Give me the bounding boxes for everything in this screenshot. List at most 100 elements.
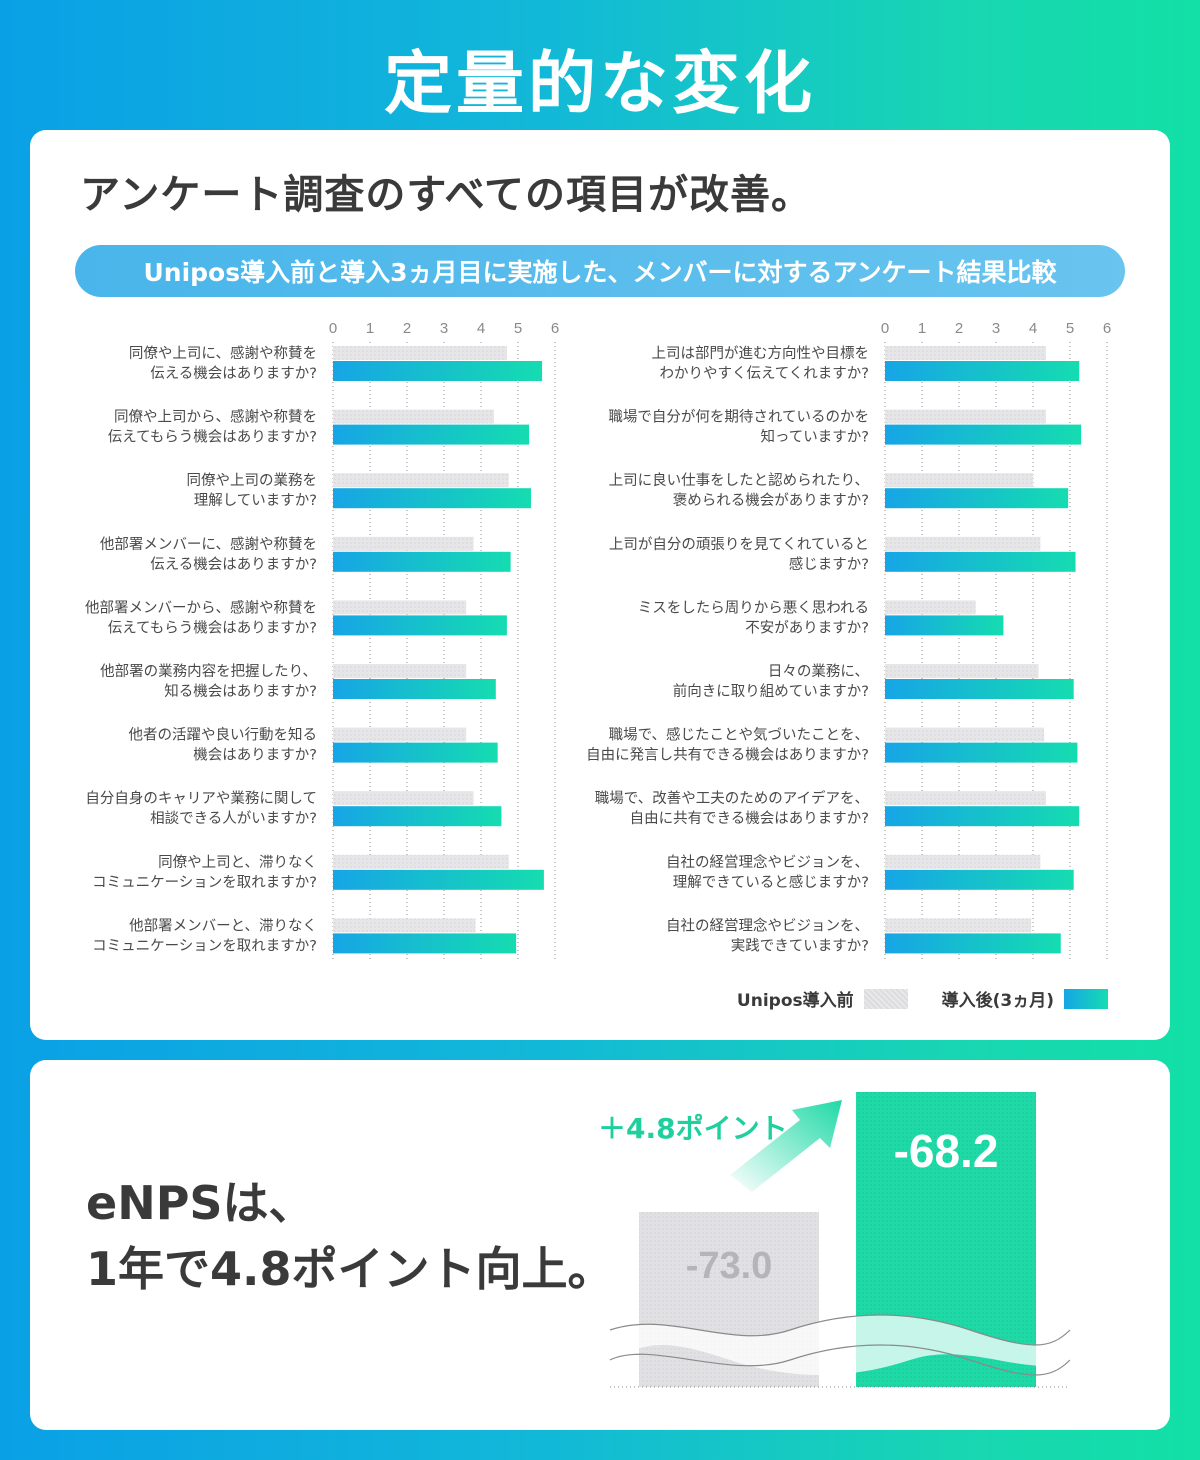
x-tick-label: 4 [477, 320, 485, 337]
category-label: 同僚や上司から、感謝や称賛を [114, 409, 317, 426]
bar-before [885, 918, 1032, 933]
category-label: 職場で、改善や工夫のためのアイデアを、 [595, 789, 869, 807]
bar-after [885, 361, 1080, 381]
bar-after [333, 615, 507, 636]
category-label: 他部署メンバーに、感謝や称賛を [100, 536, 317, 553]
bar-after [885, 806, 1080, 827]
bar-before [333, 791, 474, 806]
category-label: 伝えてもらう機会はありますか? [108, 429, 317, 446]
bar-before [333, 409, 494, 424]
category-label: 上司が自分の頑張りを見てくれていると [609, 536, 869, 553]
x-tick-label: 1 [366, 320, 374, 337]
category-label: 実践できていますか? [731, 937, 869, 954]
bar-after [333, 551, 511, 572]
category-label: 褒められる機会がありますか? [673, 492, 869, 509]
legend-after-label: 導入後(3ヵ月) [941, 991, 1054, 1011]
bar-before [885, 600, 976, 615]
category-label: 理解していますか? [194, 492, 317, 509]
bar-before [885, 536, 1041, 551]
axis-break-line [609, 1314, 1071, 1346]
category-label: 同僚や上司に、感謝や称賛を [129, 345, 317, 362]
category-label: 自分自身のキャリアや業務に関して [85, 790, 317, 807]
legend-before-swatch [863, 988, 908, 1009]
category-label: 伝える機会はありますか? [150, 365, 317, 382]
bar-after [333, 424, 530, 445]
survey-heading: アンケート調査のすべての項目が改善。 [80, 172, 812, 218]
survey-card: アンケート調査のすべての項目が改善。 Unipos導入前と導入3ヵ月目に実施した… [30, 130, 1170, 1040]
category-label: 同僚や上司の業務を [187, 472, 318, 489]
enps-bar-chart: -73.0 -68.2 ＋4.8ポイント [598, 1092, 1071, 1388]
bar-after [333, 679, 496, 699]
category-label: 職場で自分が何を期待されているのかを [608, 409, 869, 426]
enps-heading: eNPSは、 1年で4.8ポイント向上。 [86, 1170, 614, 1302]
enps-heading-line2: 1年で4.8ポイント向上。 [86, 1242, 614, 1296]
category-label: 自社の経営理念やビジョンを、 [666, 916, 869, 934]
bar-before [885, 346, 1046, 360]
bar-after [333, 869, 544, 890]
category-label: 知っていますか? [761, 429, 869, 446]
x-tick-label: 3 [440, 320, 448, 337]
x-tick-label: 2 [403, 320, 411, 337]
x-tick-label: 6 [551, 320, 559, 337]
x-tick-label: 5 [1066, 320, 1074, 337]
category-label: コミュニケーションを取れますか? [92, 937, 317, 954]
category-label: 理解できていると感じますか? [673, 874, 869, 891]
bar-before [885, 854, 1041, 869]
enps-card: eNPSは、 1年で4.8ポイント向上。 -73.0 -68.2 ＋4.8ポイント [30, 1060, 1170, 1430]
bar-before [333, 664, 467, 678]
bar-before [333, 600, 467, 615]
bar-before [333, 536, 474, 551]
category-label: 相談できる人がいますか? [150, 810, 317, 827]
x-tick-label: 3 [992, 320, 1000, 337]
category-label: 前向きに取り組めていますか? [673, 683, 869, 700]
axis-break-line [609, 1344, 1071, 1376]
category-label: 知る機会はありますか? [164, 683, 317, 700]
chart-legend: Unipos導入前 導入後(3ヵ月) [737, 986, 1108, 1011]
bar-before [885, 409, 1046, 424]
bar-after [885, 424, 1082, 445]
bar-after [885, 615, 1004, 636]
enps-delta-label: ＋4.8ポイント [598, 1112, 788, 1145]
category-label: わかりやすく伝えてくれますか? [659, 365, 869, 382]
x-tick-label: 0 [881, 320, 889, 337]
bar-before [333, 918, 476, 933]
bar-before [333, 473, 509, 488]
bar-before [333, 727, 467, 742]
category-label: 不安がありますか? [745, 619, 869, 636]
bar-after [885, 551, 1076, 572]
category-label: 他部署の業務内容を把握したり、 [100, 663, 317, 680]
category-label: 自由に共有できる機会はありますか? [630, 810, 869, 827]
bar-before [333, 854, 509, 869]
category-label: 伝えてもらう機会はありますか? [108, 619, 317, 636]
bar-after [333, 488, 531, 509]
category-label: 他部署メンバーと、滞りなく [129, 917, 317, 934]
bar-before [885, 664, 1039, 678]
x-tick-label: 2 [955, 320, 963, 337]
category-label: 感じますか? [789, 556, 869, 573]
legend-after-swatch [1064, 988, 1108, 1009]
survey-subtitle: Unipos導入前と導入3ヵ月目に実施した、メンバーに対するアンケート結果比較 [75, 245, 1125, 297]
bar-after [885, 933, 1061, 954]
bar-after [885, 679, 1074, 699]
enps-value-before: -73.0 [686, 1245, 773, 1287]
category-label: コミュニケーションを取れますか? [92, 874, 317, 891]
bar-before [885, 727, 1045, 742]
category-label: 他部署メンバーから、感謝や称賛を [85, 599, 317, 616]
category-label: 上司に良い仕事をしたと認められたり、 [609, 472, 869, 489]
increase-arrow-icon [730, 1100, 842, 1192]
bar-after [885, 742, 1078, 763]
category-label: 日々の業務に、 [768, 663, 869, 680]
category-label: ミスをしたら周りから悪く思われる [638, 599, 869, 616]
category-label: 機会はありますか? [193, 747, 317, 764]
category-label: 職場で、感じたことや気づいたことを、 [609, 727, 869, 744]
x-tick-label: 5 [514, 320, 522, 337]
x-tick-label: 6 [1103, 320, 1111, 337]
bar-after [333, 742, 498, 763]
category-label: 自社の経営理念やビジョンを、 [666, 853, 869, 871]
bar-after [885, 488, 1069, 509]
x-tick-label: 4 [1029, 320, 1037, 337]
category-label: 伝える機会はありますか? [150, 556, 317, 573]
